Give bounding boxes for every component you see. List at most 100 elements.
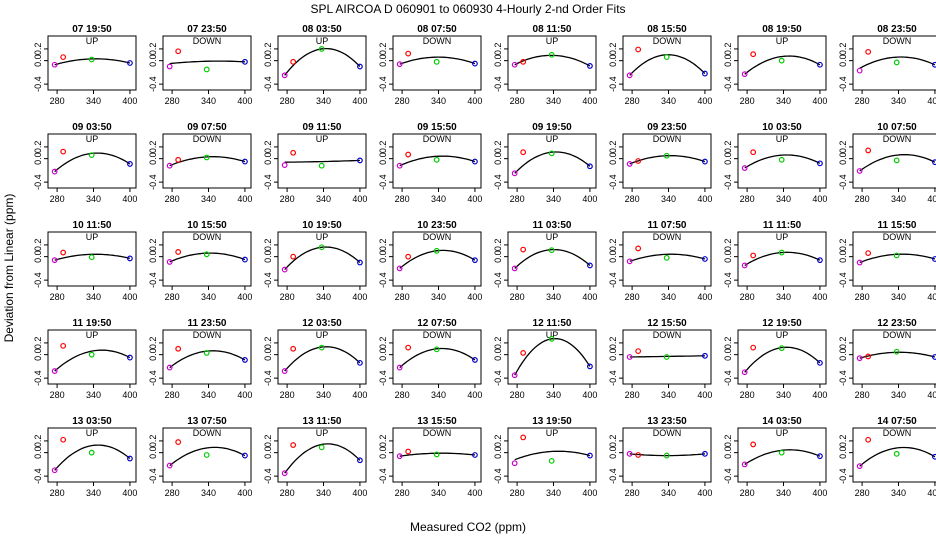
data-point	[357, 157, 363, 164]
y-tick-label: -0.4	[608, 76, 618, 92]
data-point	[750, 441, 757, 448]
data-point	[893, 157, 900, 164]
x-tick-label: 400	[237, 194, 252, 204]
x-tick-label: 340	[86, 194, 101, 204]
panel-direction: UP	[776, 330, 789, 340]
data-point	[587, 363, 593, 370]
panel-frame	[392, 427, 482, 483]
panel-title: 13 15:50	[417, 416, 457, 427]
fit-curve	[514, 248, 591, 269]
x-tick-label: 400	[582, 292, 597, 302]
x-tick-label: 340	[661, 292, 676, 302]
x-tick-label: 340	[201, 488, 216, 498]
x-tick-label: 280	[395, 292, 410, 302]
data-point	[51, 467, 58, 474]
data-point	[932, 61, 936, 68]
fit-curve	[629, 453, 705, 457]
data-point	[166, 364, 173, 371]
x-tick-label: 400	[582, 194, 597, 204]
y-axis-label: Deviation from Linear (ppm)	[2, 194, 16, 343]
panel-title: 13 11:50	[303, 416, 342, 427]
y-tick-label: 0.0	[493, 152, 503, 165]
data-point	[865, 436, 872, 443]
data-point	[893, 348, 900, 355]
x-tick-label: 280	[510, 292, 525, 302]
x-tick-label: 280	[510, 96, 525, 106]
panel-frame	[47, 133, 137, 189]
y-tick-label: 0.0	[838, 54, 848, 67]
y-tick-label: 0.2	[263, 239, 273, 252]
y-tick-label: 0.0	[608, 250, 618, 263]
x-tick-label: 400	[582, 96, 597, 106]
fit-curve	[54, 444, 131, 471]
y-tick-label: -0.4	[378, 468, 388, 484]
data-point	[357, 457, 363, 464]
data-point	[856, 168, 863, 174]
x-tick-label: 400	[352, 292, 367, 302]
y-tick-label: 0.2	[263, 43, 273, 56]
panel-direction: DOWN	[193, 134, 222, 144]
x-tick-label: 400	[812, 194, 827, 204]
x-tick-label: 400	[237, 96, 252, 106]
y-tick-label: 0.0	[723, 348, 733, 361]
data-point	[741, 369, 748, 376]
data-point	[203, 251, 210, 258]
y-tick-label: 0.0	[723, 54, 733, 67]
data-point	[405, 253, 412, 260]
x-tick-label: 400	[352, 488, 367, 498]
data-point	[472, 357, 478, 363]
panel-direction: DOWN	[653, 428, 682, 438]
data-point	[175, 249, 182, 255]
x-tick-label: 400	[122, 194, 137, 204]
panel-frame	[852, 329, 936, 385]
y-tick-label: 0.0	[33, 54, 43, 67]
data-point	[88, 449, 95, 456]
data-point	[203, 452, 210, 458]
y-tick-label: 0.0	[493, 54, 503, 67]
data-point	[750, 51, 757, 58]
panel-frame	[852, 427, 936, 483]
data-point	[318, 46, 325, 52]
x-tick-label: 340	[86, 292, 101, 302]
panel-title: 08 07:50	[417, 24, 457, 35]
x-tick-label: 280	[280, 96, 295, 106]
panel-frame	[47, 427, 137, 483]
panel-frame	[47, 329, 137, 385]
y-tick-label: -0.4	[148, 272, 158, 288]
y-tick-label: 0.0	[838, 446, 848, 459]
panel-direction: UP	[86, 330, 99, 340]
data-point	[635, 452, 642, 458]
panel-direction: UP	[776, 134, 789, 144]
y-tick-label: -0.4	[608, 468, 618, 484]
data-point	[127, 455, 133, 462]
x-tick-label: 340	[891, 194, 906, 204]
y-tick-label: 0.0	[608, 446, 618, 459]
panel-frame	[737, 133, 827, 189]
x-tick-label: 400	[352, 390, 367, 400]
x-tick-label: 340	[201, 96, 216, 106]
data-point	[663, 254, 670, 261]
x-tick-label: 280	[855, 96, 870, 106]
data-point	[318, 162, 325, 169]
y-tick-label: 0.0	[33, 152, 43, 165]
data-point	[242, 452, 248, 459]
y-tick-label: -0.4	[838, 272, 848, 288]
x-tick-label: 280	[740, 194, 755, 204]
panel-frame	[507, 133, 597, 189]
data-point	[663, 152, 670, 159]
panel-title: 12 03:50	[302, 318, 342, 329]
panel-title: 08 19:50	[762, 24, 802, 35]
data-point	[587, 452, 593, 459]
panel-direction: DOWN	[193, 428, 222, 438]
fit-curve	[399, 56, 476, 65]
data-point	[817, 61, 823, 68]
data-point	[396, 364, 403, 371]
data-point	[166, 162, 173, 169]
data-point	[741, 461, 748, 468]
data-point	[865, 250, 872, 257]
y-tick-label: -0.4	[723, 468, 733, 484]
data-point	[242, 256, 248, 263]
panel-direction: UP	[86, 232, 99, 242]
